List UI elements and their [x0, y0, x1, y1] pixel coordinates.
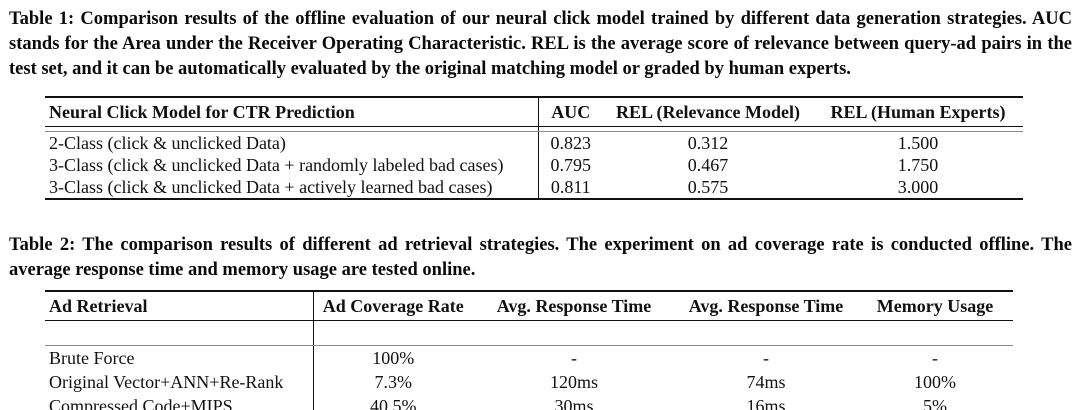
table-row: 2-Class (click & unclicked Data) 0.823 0…: [45, 131, 1023, 154]
table1-cell-auc: 0.811: [550, 176, 591, 197]
table2-header-row: Ad Retrieval Ad Coverage Rate Avg. Respo…: [45, 291, 1013, 321]
table-row: Original Vector+ANN+Re-Rank 7.3% 120ms 7…: [45, 370, 1013, 394]
table2-cell-coverage: 7.3%: [374, 371, 413, 392]
table1-cell-auc: 0.795: [550, 154, 592, 175]
table1-cell-model: 3-Class (click & unclicked Data + active…: [45, 176, 539, 199]
table2-cell-response-2: -: [763, 347, 769, 368]
table2-header-memory: Memory Usage: [876, 295, 994, 316]
table2-cell-response-2: 16ms: [746, 395, 786, 410]
table2-cell-coverage: 40.5%: [370, 395, 417, 410]
table-row: 3-Class (click & unclicked Data + active…: [45, 176, 1023, 199]
table2-header-response-1: Avg. Response Time: [496, 295, 652, 316]
table2-header-coverage: Ad Coverage Rate: [322, 295, 464, 316]
table1-header-model: Neural Click Model for CTR Prediction: [45, 97, 539, 127]
table1-cell-model: 2-Class (click & unclicked Data): [45, 131, 539, 154]
table2-cell-retrieval: Original Vector+ANN+Re-Rank: [45, 370, 314, 394]
table1-cell-rel-model: 0.575: [687, 176, 729, 197]
table2-header-retrieval: Ad Retrieval: [45, 291, 314, 321]
table2-cell-response-1: 30ms: [554, 395, 594, 410]
table2-cell-coverage: 100%: [372, 347, 415, 368]
table1-cell-auc: 0.823: [550, 132, 592, 153]
table-row: Brute Force 100% - - -: [45, 345, 1013, 370]
table2-cell-response-1: 120ms: [549, 371, 598, 392]
table2-cell-memory: 100%: [914, 371, 956, 392]
table2-cell-retrieval: Brute Force: [45, 345, 314, 370]
table1-cell-rel-model: 0.312: [687, 132, 729, 153]
table2-cell-retrieval: Compressed Code+MIPS: [45, 394, 314, 410]
table1-cell-rel-model: 0.467: [687, 154, 729, 175]
table1-header-auc: AUC: [551, 101, 591, 122]
table1-cell-rel-human: 1.750: [897, 154, 939, 175]
table1-header-rule: [45, 126, 1023, 132]
table2-cell-response-2: 74ms: [746, 371, 786, 392]
table1-header-rel-human: REL (Human Experts): [830, 101, 1006, 122]
table2: Ad Retrieval Ad Coverage Rate Avg. Respo…: [45, 290, 1013, 410]
table-row: Compressed Code+MIPS 40.5% 30ms 16ms 5%: [45, 394, 1013, 410]
table1-header-rel-model: REL (Relevance Model): [616, 101, 800, 122]
table2-cell-memory: 5%: [923, 395, 947, 410]
table1-cell-model: 3-Class (click & unclicked Data + random…: [45, 154, 539, 176]
table2-cell-memory: -: [932, 347, 938, 368]
table2-caption: Table 2: The comparison results of diffe…: [9, 235, 1072, 280]
table1-header-row: Neural Click Model for CTR Prediction AU…: [45, 97, 1023, 127]
table1-caption: Table 1: Comparison results of the offli…: [9, 9, 1072, 79]
table2-header-response-2: Avg. Response Time: [688, 295, 844, 316]
table1: Neural Click Model for CTR Prediction AU…: [45, 96, 1023, 200]
table1-cell-rel-human: 3.000: [897, 176, 939, 197]
table2-cell-response-1: -: [571, 347, 577, 368]
table2-header-rule: [45, 320, 1013, 346]
table1-cell-rel-human: 1.500: [897, 132, 939, 153]
table-row: 3-Class (click & unclicked Data + random…: [45, 154, 1023, 176]
